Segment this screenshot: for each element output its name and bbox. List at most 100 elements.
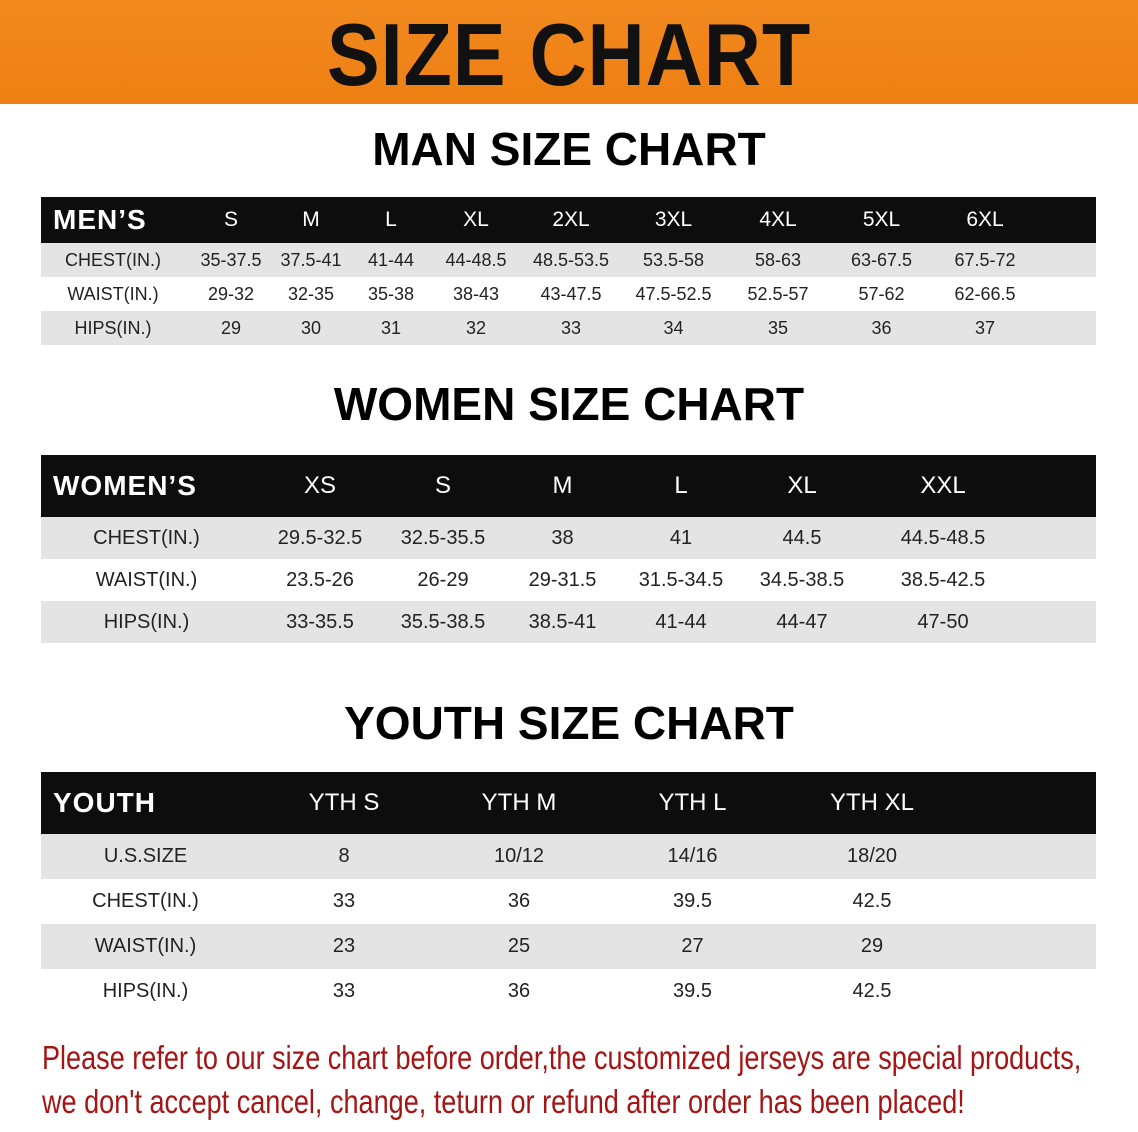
size-column-header: S [223, 208, 238, 231]
size-column-header: L [674, 472, 688, 499]
table-cell: 39.5 [673, 980, 712, 1002]
size-column-header: L [385, 208, 397, 231]
table-cell: 47.5-52.5 [635, 283, 712, 304]
size-column-header: 6XL [966, 208, 1004, 231]
table-cell: 31 [380, 317, 402, 338]
table-cell: 33-35.5 [286, 610, 354, 633]
table-row: HIPS(IN.) 33-35.5 35.5-38.5 38.5-41 41-44 44-… [41, 601, 1096, 643]
table-cell: 44.5 [782, 526, 822, 549]
table-cell: 29 [860, 935, 884, 957]
table-cell: 36 [507, 890, 531, 912]
order-notice: Please refer to our size chart before or… [42, 1036, 1082, 1124]
table-cell: 44.5-48.5 [900, 526, 986, 549]
table-row: WAIST(IN.) 23 25 27 29 [41, 924, 1096, 969]
men-size-table: MEN’S S M L XL 2XL 3XL 4XL 5XL 6XL CHEST(IN.) 35-37… [41, 197, 1096, 345]
row-label: CHEST(IN.) [92, 890, 199, 912]
table-cell: 31.5-34.5 [638, 568, 724, 591]
size-column-header: XL [463, 208, 489, 231]
table-cell: 35.5-38.5 [400, 610, 486, 633]
women-section-title: WOMEN SIZE CHART [333, 378, 805, 430]
size-column-header: 5XL [862, 208, 901, 231]
table-cell: 38.5-41 [528, 610, 597, 633]
table-cell: 41-44 [655, 610, 707, 633]
table-cell: 14/16 [667, 845, 718, 867]
table-cell: 33 [560, 317, 582, 338]
row-label: CHEST(IN.) [93, 526, 200, 549]
table-row: CHEST(IN.) 29.5-32.5 32.5-35.5 38 41 44.5 44.5… [41, 517, 1096, 559]
table-cell: 57-62 [858, 283, 905, 304]
table-cell: 33 [332, 890, 356, 912]
youth-size-table: YOUTH YTH S YTH M YTH L YTH XL U.S.SIZE 8 10/12… [41, 772, 1096, 1014]
table-cell: 18/20 [846, 845, 898, 867]
row-label: WAIST(IN.) [94, 935, 197, 957]
table-cell: 35-37.5 [200, 249, 262, 270]
table-cell: 29-31.5 [528, 568, 597, 591]
header-row: YOUTH YTH S YTH M YTH L YTH XL [41, 772, 1096, 834]
table-cell: 29-32 [207, 283, 255, 304]
youth-section-title: YOUTH SIZE CHART [344, 697, 794, 749]
table-cell: 38 [551, 526, 574, 549]
size-column-header: XXL [920, 472, 966, 499]
header-row: WOMEN’S XS S M L XL XXL [41, 455, 1096, 517]
row-label: WAIST(IN.) [67, 283, 159, 304]
table-cell: 25 [507, 935, 531, 957]
table-cell: 58-63 [754, 249, 802, 270]
table-cell: 23 [332, 935, 356, 957]
table-heading: MEN’S [53, 204, 147, 235]
header-row: MEN’S S M L XL 2XL 3XL 4XL 5XL 6XL [41, 197, 1096, 243]
table-cell: 41-44 [367, 249, 415, 270]
table-cell: 44-47 [776, 610, 828, 633]
size-column-header: M [302, 208, 320, 231]
table-cell: 62-66.5 [954, 283, 1016, 304]
table-cell: 38.5-42.5 [900, 568, 986, 591]
size-column-header: YTH M [481, 789, 557, 816]
table-cell: 35-38 [367, 283, 415, 304]
table-cell: 34 [663, 317, 684, 338]
table-cell: 27 [681, 935, 704, 957]
size-column-header: YTH XL [829, 789, 915, 816]
row-label: HIPS(IN.) [102, 980, 189, 1002]
size-column-header: 3XL [654, 208, 693, 231]
size-column-header: XL [787, 472, 817, 499]
table-cell: 32-35 [287, 283, 335, 304]
row-label: HIPS(IN.) [74, 317, 152, 338]
table-cell: 44-48.5 [445, 249, 507, 270]
table-heading: WOMEN’S [53, 470, 197, 501]
table-cell: 53.5-58 [642, 249, 705, 270]
row-label: HIPS(IN.) [103, 610, 190, 633]
table-row: WAIST(IN.) 29-32 32-35 35-38 38-43 43-47.5 47.… [41, 277, 1096, 311]
table-cell: 37.5-41 [280, 249, 342, 270]
size-column-header: YTH S [308, 789, 380, 816]
size-column-header: YTH L [658, 789, 727, 816]
table-row: HIPS(IN.) 33 36 39.5 42.5 [41, 969, 1096, 1014]
row-label: U.S.SIZE [103, 845, 188, 867]
notice-line: Please refer to our size chart before or… [42, 1039, 1082, 1076]
table-cell: 38-43 [452, 283, 500, 304]
table-cell: 37 [974, 317, 996, 338]
table-cell: 8 [338, 845, 350, 867]
row-label: CHEST(IN.) [65, 249, 161, 270]
row-label: WAIST(IN.) [95, 568, 198, 591]
table-cell: 67.5-72 [954, 249, 1016, 270]
table-cell: 35 [767, 317, 789, 338]
size-column-header: XS [303, 472, 336, 499]
table-row: CHEST(IN.) 33 36 39.5 42.5 [41, 879, 1096, 924]
table-cell: 33 [332, 980, 356, 1002]
table-heading: YOUTH [53, 787, 156, 818]
table-row: WAIST(IN.) 23.5-26 26-29 29-31.5 31.5-34.5 34… [41, 559, 1096, 601]
size-column-header: S [434, 472, 451, 499]
table-cell: 63-67.5 [850, 249, 913, 270]
table-cell: 47-50 [917, 610, 969, 633]
table-cell: 32 [465, 317, 487, 338]
table-cell: 29.5-32.5 [277, 526, 363, 549]
table-cell: 48.5-53.5 [532, 249, 610, 270]
table-cell: 43-47.5 [540, 283, 602, 304]
table-cell: 36 [507, 980, 531, 1002]
table-cell: 34.5-38.5 [759, 568, 845, 591]
size-column-header: 4XL [759, 208, 797, 231]
table-cell: 41 [669, 526, 693, 549]
table-cell: 52.5-57 [747, 283, 809, 304]
banner-title: SIZE CHART [326, 5, 812, 104]
table-row: CHEST(IN.) 35-37.5 37.5-41 41-44 44-48.5 48.5… [41, 243, 1096, 277]
men-section-title: MAN SIZE CHART [372, 123, 766, 175]
